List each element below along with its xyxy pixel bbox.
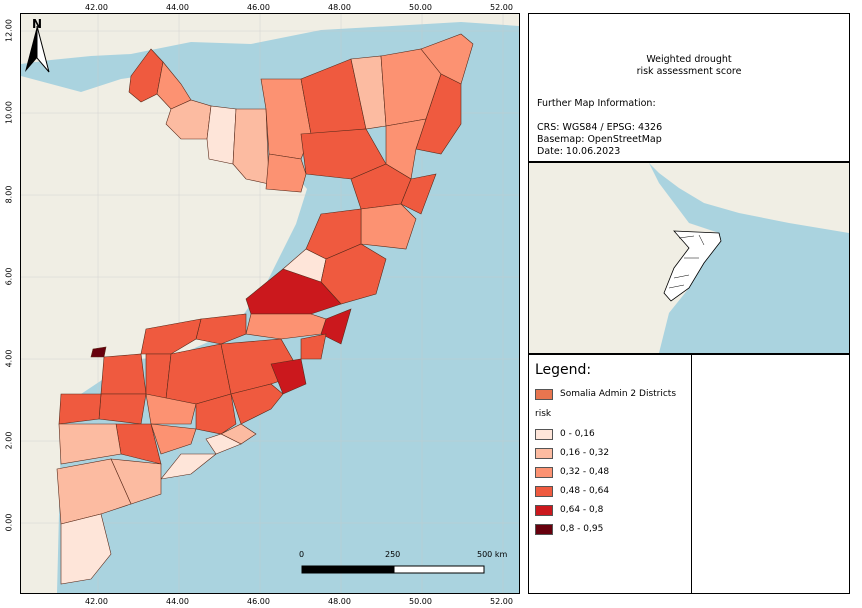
- district: [195, 393, 237, 435]
- north-arrow: [25, 25, 50, 73]
- district: [56, 458, 132, 525]
- legend-layer-row: Somalia Admin 2 Districts: [535, 387, 676, 401]
- overview-map-frame: [528, 162, 850, 354]
- district: [270, 358, 307, 395]
- district: [360, 203, 417, 250]
- y-tick-label: 8.00: [4, 185, 14, 204]
- legend-layer-swatch: [535, 388, 553, 400]
- legend-class-label: 0,32 - 0,48: [560, 467, 610, 477]
- main-map[interactable]: [21, 14, 519, 593]
- district: [140, 318, 202, 355]
- district: [230, 383, 284, 425]
- info-panel: Weighted drought risk assessment score F…: [528, 13, 850, 162]
- district: [160, 453, 217, 480]
- y-tick-label: 0.00: [4, 513, 14, 532]
- y-tick-label: 12.00: [4, 19, 14, 42]
- date-text: Date: 10.06.2023: [537, 146, 621, 157]
- district: [150, 423, 197, 455]
- further-info-label: Further Map Information:: [537, 98, 656, 109]
- x-tick-label-bottom: 48.00: [328, 597, 351, 606]
- legend-class-row: 0 - 0,16: [535, 427, 595, 441]
- x-tick-label-top: 46.00: [247, 3, 270, 12]
- legend-class-row: 0,64 - 0,8: [535, 503, 603, 517]
- overview-land-africa: [529, 163, 719, 353]
- somalia-districts: [56, 33, 474, 585]
- legend-class-label: 0,8 - 0,95: [560, 524, 604, 534]
- y-tick-label: 6.00: [4, 267, 14, 286]
- x-tick-label-bottom: 46.00: [247, 597, 270, 606]
- north-label: N: [32, 17, 43, 31]
- legend-layer-label: Somalia Admin 2 Districts: [560, 389, 677, 399]
- scale-bar: [301, 565, 485, 574]
- blank-panel: [691, 354, 850, 594]
- y-tick-label: 10.00: [4, 101, 14, 124]
- legend-class-swatch: [535, 466, 553, 478]
- district: [300, 333, 327, 360]
- legend-class-swatch: [535, 504, 553, 516]
- legend-class-swatch: [535, 428, 553, 440]
- land-yemen: [21, 14, 519, 64]
- legend-class-swatch: [535, 485, 553, 497]
- legend-field-label: risk: [535, 409, 552, 419]
- scale-label-max: 500 km: [477, 550, 508, 559]
- legend-class-row: 0,8 - 0,95: [535, 522, 603, 536]
- district: [58, 393, 102, 425]
- x-tick-label-top: 48.00: [328, 3, 351, 12]
- district: [145, 393, 197, 425]
- basemap-text: Basemap: OpenStreetMap: [537, 134, 662, 145]
- x-tick-label-bottom: 50.00: [409, 597, 432, 606]
- overview-land-arabia: [649, 163, 849, 233]
- district: [98, 393, 147, 425]
- legend-panel: Legend: Somalia Admin 2 Districts risk 0…: [528, 354, 692, 594]
- map-title: Weighted drought risk assessment score: [529, 54, 849, 78]
- legend-title: Legend:: [535, 362, 592, 378]
- district: [385, 118, 427, 180]
- x-tick-label-top: 42.00: [85, 3, 108, 12]
- district: [232, 108, 270, 185]
- legend-class-label: 0,64 - 0,8: [560, 505, 604, 515]
- x-tick-label-bottom: 42.00: [85, 597, 108, 606]
- y-tick-label: 2.00: [4, 431, 14, 450]
- district: [205, 433, 242, 455]
- map-title-line-1: Weighted drought: [646, 54, 732, 65]
- district: [165, 343, 232, 405]
- x-tick-label-top: 44.00: [166, 3, 189, 12]
- legend-class-label: 0,16 - 0,32: [560, 448, 610, 458]
- overview-somalia: [663, 230, 722, 302]
- district: [400, 173, 437, 215]
- overview-map[interactable]: [529, 163, 849, 353]
- legend-class-swatch: [535, 447, 553, 459]
- y-tick-label: 4.00: [4, 349, 14, 368]
- scale-label-mid: 250: [385, 550, 401, 559]
- district: [265, 153, 307, 193]
- x-tick-label-bottom: 52.00: [490, 597, 513, 606]
- legend-class-row: 0,48 - 0,64: [535, 484, 609, 498]
- legend-class-row: 0,32 - 0,48: [535, 465, 609, 479]
- district: [100, 353, 147, 395]
- legend-class-row: 0,16 - 0,32: [535, 446, 609, 460]
- district: [206, 105, 237, 165]
- x-tick-label-top: 52.00: [490, 3, 513, 12]
- x-tick-label-bottom: 44.00: [166, 597, 189, 606]
- district: [60, 513, 112, 585]
- x-tick-label-top: 50.00: [409, 3, 432, 12]
- legend-class-label: 0,48 - 0,64: [560, 486, 610, 496]
- map-title-line-2: risk assessment score: [636, 66, 742, 77]
- legend-class-label: 0 - 0,16: [560, 429, 595, 439]
- legend-class-swatch: [535, 523, 553, 535]
- district: [156, 61, 192, 110]
- main-map-frame: N 0 250 500 km: [20, 13, 520, 594]
- district: [58, 423, 122, 465]
- crs-text: CRS: WGS84 / EPSG: 4326: [537, 122, 663, 133]
- scale-label-zero: 0: [299, 550, 305, 559]
- district: [420, 33, 474, 85]
